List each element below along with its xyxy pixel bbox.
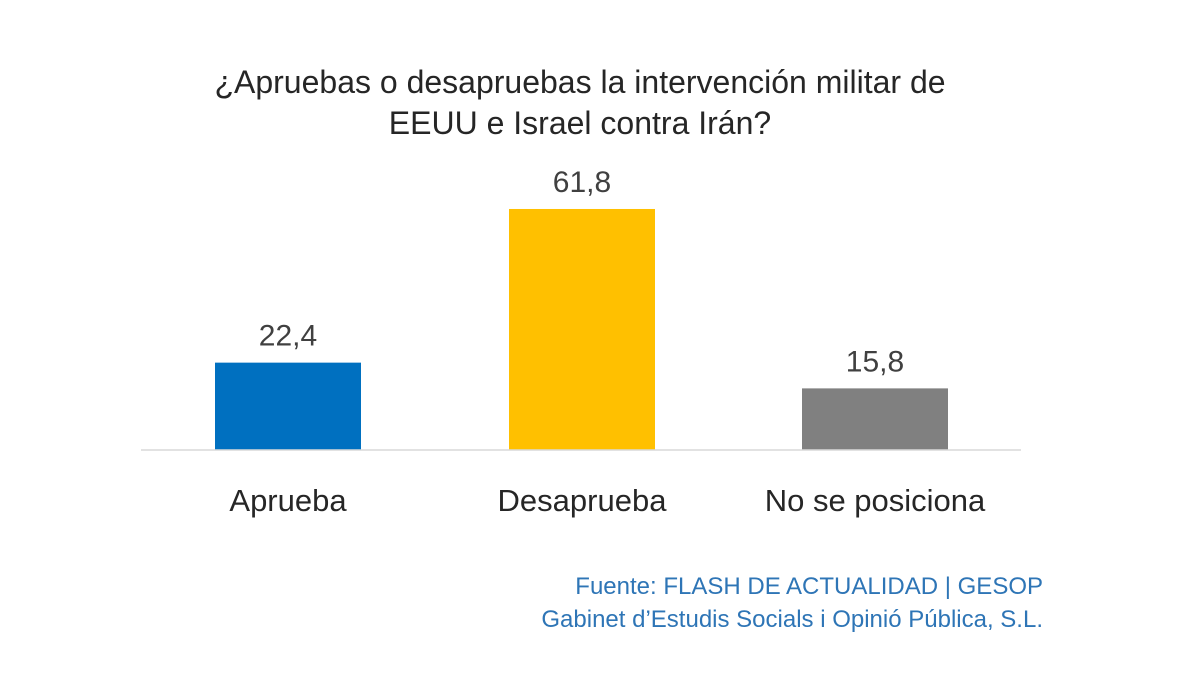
category-label-desaprueba: Desaprueba — [498, 483, 668, 518]
category-label-no-se-posiciona: No se posiciona — [765, 483, 986, 518]
bar-aprueba — [215, 362, 361, 450]
chart-title: ¿Apruebas o desapruebas la intervención … — [100, 62, 1060, 144]
source-line-1: Fuente: FLASH DE ACTUALIDAD | GESOP — [575, 573, 1043, 600]
bar-desaprueba — [509, 208, 655, 450]
value-label-aprueba: 22,4 — [259, 320, 317, 353]
chart-title-line-1: ¿Apruebas o desapruebas la intervención … — [214, 64, 946, 100]
chart-title-line-2: EEUU e Israel contra Irán? — [388, 105, 772, 141]
value-label-no-se-posiciona: 15,8 — [846, 345, 904, 378]
bar-no-se-posiciona — [802, 388, 948, 450]
source-note: Fuente: FLASH DE ACTUALIDAD | GESOP Gabi… — [541, 570, 1043, 636]
source-line-2: Gabinet d’Estudis Socials i Opinió Públi… — [541, 606, 1043, 633]
value-label-desaprueba: 61,8 — [553, 166, 611, 199]
category-label-aprueba: Aprueba — [229, 483, 347, 518]
bars-layer: 22,4 Aprueba 61,8 Desaprueba 15,8 No se posic… — [215, 166, 986, 518]
